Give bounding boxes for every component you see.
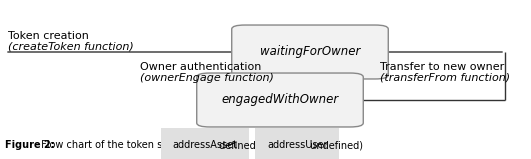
Text: waitingForOwner: waitingForOwner (260, 45, 360, 59)
Text: (createToken function): (createToken function) (8, 42, 134, 52)
Text: Token creation: Token creation (8, 31, 89, 41)
FancyBboxPatch shape (232, 25, 388, 79)
Text: Figure 2:: Figure 2: (5, 140, 55, 150)
Text: Transfer to new owner: Transfer to new owner (380, 62, 504, 72)
Text: undefined): undefined) (307, 140, 363, 150)
FancyBboxPatch shape (196, 73, 363, 127)
Text: Flow chart of the token states with: Flow chart of the token states with (38, 140, 214, 150)
Text: addressUser: addressUser (267, 140, 328, 150)
Text: Owner authentication: Owner authentication (140, 62, 261, 72)
Text: engagedWithOwner: engagedWithOwner (221, 93, 339, 107)
Text: (transferFrom function): (transferFrom function) (380, 73, 510, 83)
Text: (ownerEngage function): (ownerEngage function) (140, 73, 274, 83)
Text: defined (and: defined (and (216, 140, 285, 150)
Text: addressAsset: addressAsset (173, 140, 237, 150)
